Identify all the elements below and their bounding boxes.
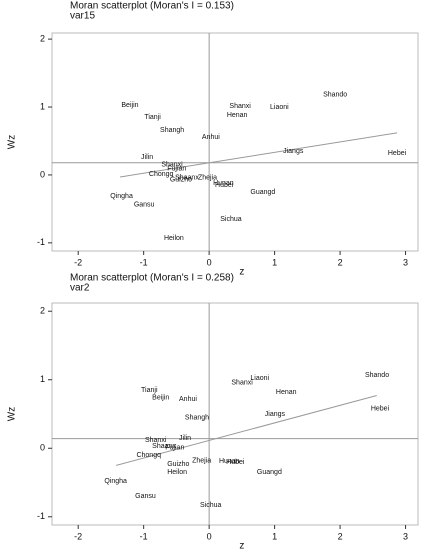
point-label: Gansu	[135, 493, 156, 500]
point-label: Gansu	[134, 202, 155, 209]
point-label: Beijin	[152, 394, 169, 401]
x-tick-label: 0	[207, 531, 212, 541]
point-label: Shanxi	[231, 379, 253, 386]
y-tick-label: 2	[40, 306, 45, 316]
point-label: Tianji	[144, 114, 161, 121]
y-axis-label: Wz	[7, 135, 18, 149]
chart-title: Moran scatterplot (Moran's I = 0.258)	[70, 273, 234, 284]
point-label: Anhui	[202, 134, 220, 141]
point-label: Shanxi	[161, 162, 183, 169]
point-label: Guangd	[257, 469, 282, 476]
x-tick-label: 0	[207, 257, 212, 267]
x-tick-label: 2	[338, 531, 343, 541]
y-tick-label: 0	[40, 169, 45, 179]
chart-title: Moran scatterplot (Moran's I = 0.153)	[70, 1, 234, 12]
point-label: Qingha	[110, 193, 133, 200]
point-label: Shaanx	[152, 443, 176, 450]
point-label: Hebei	[371, 405, 390, 412]
x-tick-label: 3	[403, 531, 408, 541]
fit-line	[120, 132, 398, 178]
point-label: Guangd	[250, 189, 275, 196]
point-label: Jiangs	[265, 411, 286, 418]
chart-subtitle: var2	[70, 283, 90, 294]
plot-frame	[51, 302, 419, 526]
point-label: Shangh	[185, 414, 209, 421]
point-label: Shaanx	[175, 174, 199, 181]
point-label: Zhejia	[198, 174, 217, 181]
point-label: Jilin	[141, 154, 153, 161]
point-label: Shando	[323, 92, 347, 99]
point-label: Shanxi	[229, 103, 251, 110]
point-label: Liaoni	[250, 375, 269, 382]
x-tick-label: 2	[338, 257, 343, 267]
y-tick-label: -1	[37, 511, 45, 521]
plot-frame	[51, 32, 419, 252]
point-label: Shangh	[160, 127, 184, 134]
y-tick-label: 1	[40, 374, 45, 384]
point-label: Liaoni	[270, 104, 289, 111]
fit-line	[116, 395, 377, 466]
x-tick-label: -1	[140, 531, 148, 541]
chart-subtitle: var15	[70, 11, 95, 22]
point-label: Jiangs	[283, 148, 304, 155]
point-label: Henan	[276, 389, 297, 396]
x-tick-label: 1	[272, 257, 277, 267]
x-tick-label: 3	[403, 257, 408, 267]
x-axis-label: z	[239, 541, 244, 550]
point-label: Beijin	[121, 102, 138, 109]
point-label: Guizho	[167, 461, 189, 468]
point-label: Hebei	[388, 150, 407, 157]
point-label: Hunan	[219, 458, 240, 465]
panel: Moran scatterplot (Moran's I = 0.153)var…	[7, 1, 419, 278]
y-tick-label: 2	[40, 33, 45, 43]
x-tick-label: -2	[74, 257, 82, 267]
y-tick-label: -1	[37, 237, 45, 247]
y-tick-label: 1	[40, 101, 45, 111]
point-label: Heilon	[167, 469, 187, 476]
point-label: Hubei	[215, 182, 234, 189]
point-label: Heilon	[164, 235, 184, 242]
point-label: Fujian	[167, 166, 186, 173]
point-label: Qingha	[104, 478, 127, 485]
point-label: Henan	[227, 112, 248, 119]
point-label: Jilin	[179, 435, 191, 442]
x-tick-label: 1	[272, 531, 277, 541]
point-label: Zhejia	[192, 457, 211, 464]
x-tick-label: -2	[74, 531, 82, 541]
point-label: Shanxi	[145, 437, 167, 444]
point-label: Sichua	[220, 216, 242, 223]
x-axis-label: z	[239, 267, 244, 278]
y-axis-label: Wz	[7, 407, 18, 421]
x-tick-label: -1	[140, 257, 148, 267]
point-label: Chongq	[136, 452, 161, 459]
y-tick-label: 0	[40, 443, 45, 453]
point-label: Hubei	[226, 459, 245, 466]
point-label: Tianji	[141, 387, 158, 394]
point-label: Hunan	[213, 180, 234, 187]
panel: Moran scatterplot (Moran's I = 0.258)var…	[7, 273, 419, 550]
point-label: Sichua	[200, 502, 222, 509]
point-label: Shando	[365, 372, 389, 379]
point-label: Guizho	[170, 177, 192, 184]
point-label: Chongq	[149, 171, 174, 178]
point-label: Fujian	[165, 444, 184, 451]
point-label: Anhui	[179, 396, 197, 403]
